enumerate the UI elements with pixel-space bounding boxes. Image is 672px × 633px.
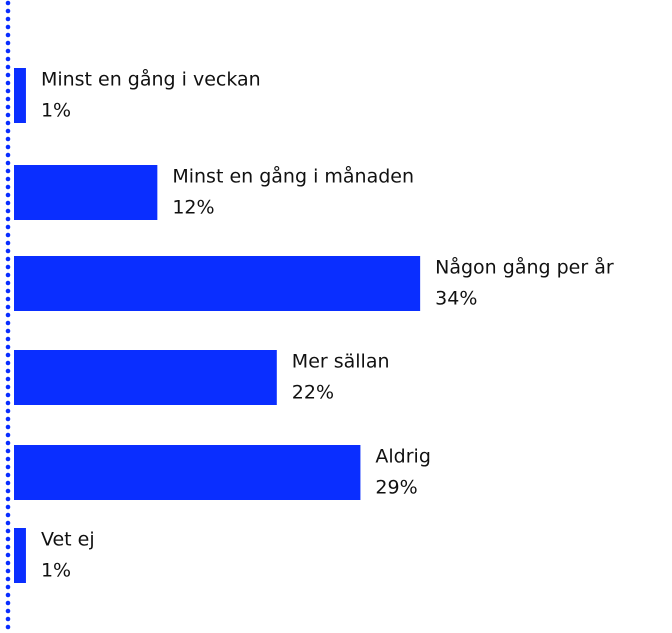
axis-dot xyxy=(5,40,11,46)
axis-dot xyxy=(5,496,11,502)
axis-dot xyxy=(5,240,11,246)
category-label: Någon gång per år xyxy=(435,256,614,279)
axis-dot xyxy=(5,472,11,478)
axis-dot xyxy=(5,336,11,342)
axis-dot xyxy=(5,280,11,286)
axis-dot xyxy=(5,320,11,326)
axis-dot xyxy=(5,288,11,294)
value-label: 1% xyxy=(41,560,71,582)
axis-dot xyxy=(5,528,11,534)
value-label: 22% xyxy=(292,382,334,404)
axis-dot xyxy=(5,8,11,14)
axis-dot xyxy=(5,392,11,398)
axis-dot xyxy=(5,200,11,206)
axis-dot xyxy=(5,568,11,574)
axis-dot xyxy=(5,584,11,590)
axis-dot xyxy=(5,608,11,614)
axis-dot xyxy=(5,192,11,198)
axis-dot xyxy=(5,440,11,446)
axis-dot xyxy=(5,296,11,302)
axis-dot xyxy=(5,376,11,382)
axis-dot xyxy=(5,104,11,110)
axis-dot xyxy=(5,448,11,454)
axis-dot xyxy=(5,128,11,134)
axis-dot xyxy=(5,544,11,550)
category-label: Vet ej xyxy=(41,529,95,551)
axis-dot xyxy=(5,56,11,62)
bar xyxy=(14,528,26,583)
axis-dot xyxy=(5,384,11,390)
axis-dot xyxy=(5,512,11,518)
axis-dot xyxy=(5,312,11,318)
axis-dot xyxy=(5,16,11,22)
axis-dot xyxy=(5,152,11,158)
axis-dot xyxy=(5,208,11,214)
axis-dot xyxy=(5,408,11,414)
axis-dot xyxy=(5,432,11,438)
axis-dot xyxy=(5,48,11,54)
axis-dot xyxy=(5,224,11,230)
axis-dot xyxy=(5,176,11,182)
axis-dot xyxy=(5,456,11,462)
value-label: 12% xyxy=(172,197,214,219)
category-label: Aldrig xyxy=(375,446,431,468)
bar xyxy=(14,256,421,311)
axis-dot xyxy=(5,520,11,526)
axis-dot xyxy=(5,536,11,542)
axis-dot xyxy=(5,232,11,238)
axis-dot xyxy=(5,96,11,102)
axis-dot xyxy=(5,248,11,254)
bar xyxy=(14,68,26,123)
value-label: 34% xyxy=(435,288,477,310)
axis-dot xyxy=(5,416,11,422)
axis-dot xyxy=(5,344,11,350)
axis-dot xyxy=(5,160,11,166)
axis-dot xyxy=(5,368,11,374)
axis-dot xyxy=(5,624,11,630)
axis-dot xyxy=(5,168,11,174)
axis-dot xyxy=(5,112,11,118)
value-label: 1% xyxy=(41,100,71,122)
category-label: Minst en gång i månaden xyxy=(172,165,414,188)
axis-dot xyxy=(5,464,11,470)
category-label: Minst en gång i veckan xyxy=(41,68,261,91)
axis-dot xyxy=(5,80,11,86)
axis-dot xyxy=(5,488,11,494)
bar xyxy=(14,445,361,500)
axis-dot xyxy=(5,264,11,270)
axis-dot xyxy=(5,32,11,38)
axis-dot xyxy=(5,360,11,366)
axis-dot xyxy=(5,352,11,358)
bar xyxy=(14,350,277,405)
axis-dot xyxy=(5,88,11,94)
category-label: Mer sällan xyxy=(292,351,390,373)
axis-dot xyxy=(5,480,11,486)
axis-dot xyxy=(5,72,11,78)
axis-dot xyxy=(5,560,11,566)
axis-dot xyxy=(5,616,11,622)
axis-dot xyxy=(5,144,11,150)
axis-dot xyxy=(5,592,11,598)
axis-dot xyxy=(5,424,11,430)
axis-dot xyxy=(5,216,11,222)
axis-dot xyxy=(5,0,11,6)
axis-dot xyxy=(5,272,11,278)
axis-dot xyxy=(5,120,11,126)
axis-dot xyxy=(5,504,11,510)
bar xyxy=(14,165,158,220)
axis-dot xyxy=(5,256,11,262)
axis-dot xyxy=(5,600,11,606)
axis-dot xyxy=(5,24,11,30)
axis-dot xyxy=(5,136,11,142)
axis-dot xyxy=(5,328,11,334)
axis-dot xyxy=(5,64,11,70)
axis-dot xyxy=(5,576,11,582)
axis-dot xyxy=(5,400,11,406)
axis-dot xyxy=(5,552,11,558)
axis-dot xyxy=(5,304,11,310)
value-label: 29% xyxy=(375,477,417,499)
axis-dot xyxy=(5,184,11,190)
